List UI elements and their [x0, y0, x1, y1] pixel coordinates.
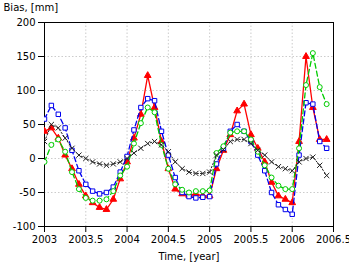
svg-text:2003.5: 2003.5	[68, 234, 103, 245]
svg-text:0: 0	[29, 153, 35, 164]
svg-text:50: 50	[23, 119, 36, 130]
svg-text:2003: 2003	[32, 234, 57, 245]
svg-text:200: 200	[16, 17, 35, 28]
svg-text:2005: 2005	[197, 234, 222, 245]
svg-text:Bias, [mm]: Bias, [mm]	[4, 2, 59, 13]
svg-text:100: 100	[16, 85, 35, 96]
svg-text:2005.5: 2005.5	[233, 234, 268, 245]
svg-text:2004: 2004	[114, 234, 139, 245]
svg-text:2006: 2006	[279, 234, 304, 245]
svg-text:150: 150	[16, 51, 35, 62]
svg-text:2004.5: 2004.5	[151, 234, 186, 245]
svg-text:2006.5: 2006.5	[316, 234, 349, 245]
svg-text:Time, [year]: Time, [year]	[158, 251, 220, 262]
svg-text:-100: -100	[13, 221, 36, 232]
svg-text:-50: -50	[19, 187, 35, 198]
